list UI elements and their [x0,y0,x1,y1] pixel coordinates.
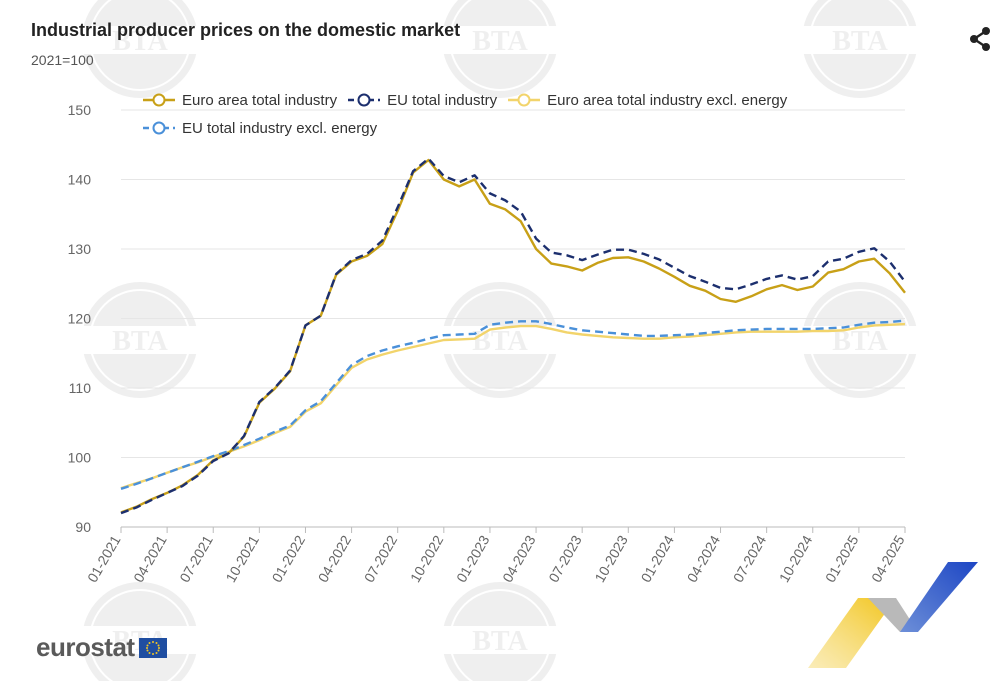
watermark-seal: BTA [80,282,200,398]
watermark-seal: BTA [80,0,200,98]
share-button[interactable] [966,25,994,53]
legend-item[interactable]: EU total industry [347,90,497,110]
watermark-seal: BTA [440,282,560,398]
x-axis: 01-2021 04-2021 07-2021 10-2021 01-2022 04-20… [84,526,908,585]
x-tick-label: 10-2022 [407,532,447,585]
legend-label: EU total industry excl. energy [182,119,378,137]
x-tick-label: 01-2021 [84,532,124,585]
x-tick-label: 10-2023 [591,532,631,585]
x-tick-label: 07-2024 [730,532,770,585]
watermark-seal: BTA [440,582,560,681]
x-tick-label: 10-2021 [222,532,262,585]
series-line-3 [120,319,906,490]
chart-series [120,157,906,515]
eurostat-wordmark: eurostat [36,632,135,662]
legend-label: Euro area total industry [182,91,338,109]
y-tick-label: 140 [68,172,92,188]
watermark-seal: BTA [440,0,560,98]
legend-item[interactable]: EU total industry excl. energy [142,118,377,138]
x-tick-label: 01-2024 [637,532,677,585]
watermark-seal: BTA [800,282,920,398]
watermark-seal: BTA [800,0,920,98]
x-tick-label: 04-2022 [315,532,355,585]
chart-title: Industrial producer prices on the domest… [31,20,461,40]
y-tick-label: 150 [68,102,92,118]
legend-symbol-icon [143,121,175,135]
x-tick-label: 04-2021 [130,532,170,585]
chart-subtitle: 2021=100 [31,52,94,68]
watermark-text: BTA [112,26,168,57]
x-tick-label: 07-2022 [361,532,401,585]
watermark-text: BTA [832,26,888,57]
watermark-text: BTA [472,326,528,357]
y-tick-label: 100 [68,450,92,466]
legend-symbol-icon [143,93,175,107]
watermark-text: BTA [472,626,528,657]
series-line-2 [120,322,906,490]
y-axis: 90 100 110 120 130 140 150 [68,102,92,535]
legend-label: EU total industry [387,91,498,109]
legend-item[interactable]: Euro area total industry [142,90,337,110]
legend-item[interactable]: Euro area total industry excl. energy [507,90,787,110]
y-tick-label: 120 [68,311,92,327]
watermark-text: BTA [472,26,528,57]
legend-symbol-icon [348,93,381,107]
eurostat-ribbon-logo [808,562,978,668]
chart-legend: Euro area total industry EU total industr… [142,90,902,146]
x-tick-label: 07-2021 [176,532,216,585]
y-tick-label: 130 [68,241,92,257]
y-tick-label: 90 [75,519,91,535]
x-tick-label: 01-2023 [453,532,493,585]
x-tick-label: 01-2022 [269,532,309,585]
x-tick-label: 07-2023 [545,532,585,585]
eu-flag-icon [138,637,167,658]
x-tick-label: 04-2023 [499,532,539,585]
x-tick-label: 04-2024 [684,532,724,585]
legend-symbol-icon [508,93,541,107]
chart-grid [121,109,905,528]
watermark-text: BTA [112,326,168,357]
series-line-1 [120,157,906,515]
legend-label: Euro area total industry excl. energy [547,91,788,109]
series-line-0 [120,158,906,514]
eurostat-logo: eurostat [36,632,167,663]
y-tick-label: 110 [69,380,92,396]
share-icon [970,27,990,51]
